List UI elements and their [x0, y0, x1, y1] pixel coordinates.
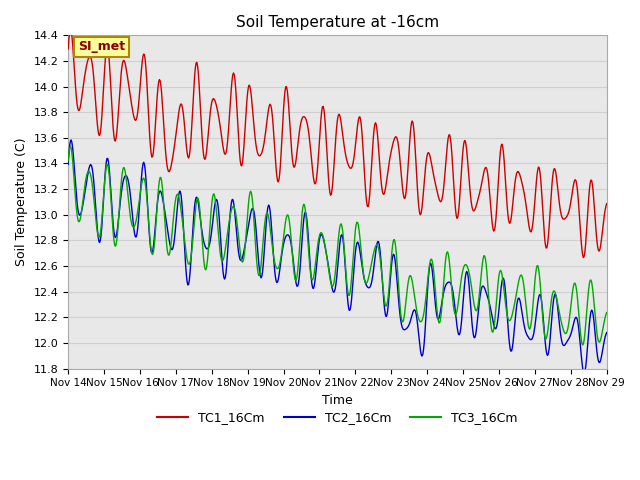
- Legend: TC1_16Cm, TC2_16Cm, TC3_16Cm: TC1_16Cm, TC2_16Cm, TC3_16Cm: [152, 406, 523, 429]
- X-axis label: Time: Time: [322, 394, 353, 407]
- Text: SI_met: SI_met: [78, 40, 125, 53]
- Title: Soil Temperature at -16cm: Soil Temperature at -16cm: [236, 15, 439, 30]
- Y-axis label: Soil Temperature (C): Soil Temperature (C): [15, 138, 28, 266]
